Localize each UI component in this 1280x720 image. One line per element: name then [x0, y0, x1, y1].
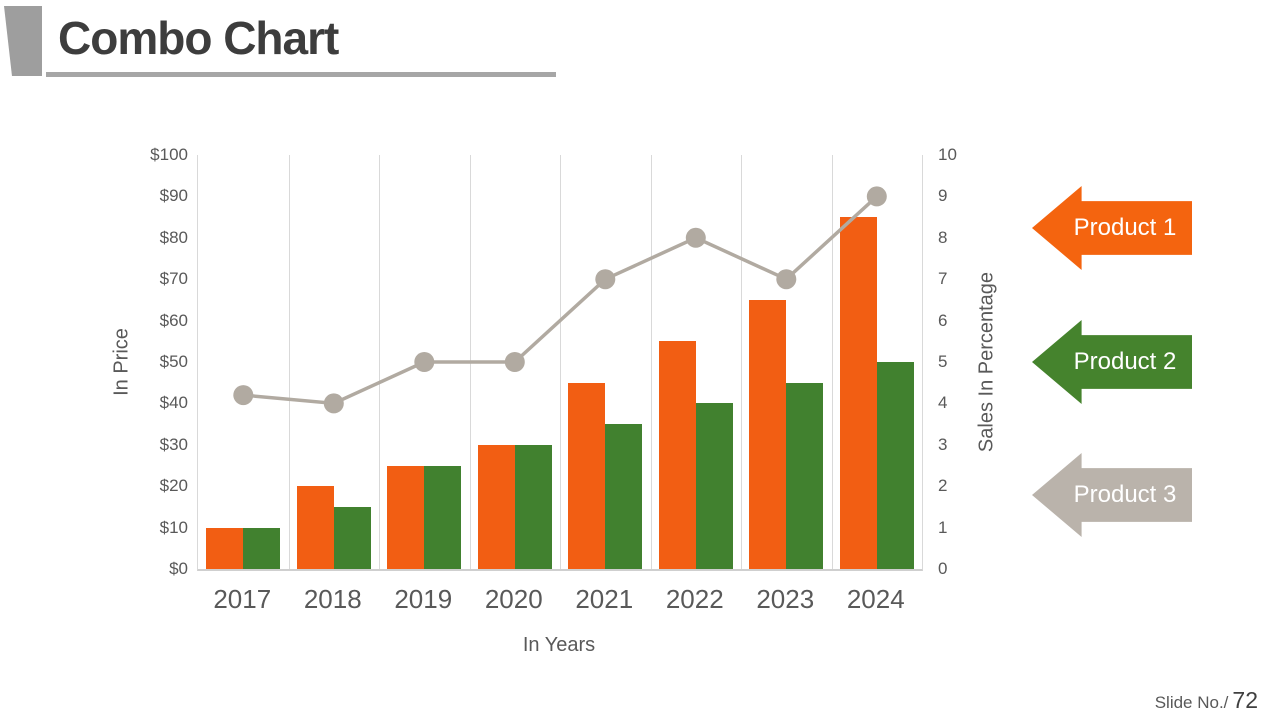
x-axis-label-2017: 2017 — [213, 584, 272, 614]
legend-label: Product 3 — [1073, 481, 1177, 508]
bar-product-1-2023 — [749, 299, 787, 569]
bar-product-2-2022 — [695, 403, 733, 569]
left-axis-title: In Price — [110, 328, 133, 396]
legend-arrow-product-3: Product 3 — [1032, 453, 1192, 537]
bar-product-2-2023 — [786, 382, 824, 569]
bar-product-2-2021 — [605, 424, 643, 569]
left-axis-tick-label: $30 — [159, 434, 188, 454]
left-axis-tick-label: $60 — [159, 310, 188, 330]
left-axis-ticks: $100 $90 $80 $70 $60 $50 $40 $30 $20 $10 $0 — [120, 146, 188, 578]
bar-product-2-2024 — [876, 362, 914, 569]
slide-footer: Slide No./72 — [1155, 687, 1258, 714]
legend-label: Product 1 — [1073, 214, 1177, 241]
line-marker-2017 — [233, 385, 254, 406]
right-axis-tick-label: 9 — [938, 186, 948, 206]
vertical-gridline — [650, 155, 652, 569]
bar-product-2-2018 — [333, 506, 371, 569]
title-underline — [46, 72, 556, 77]
legend-label: Product 2 — [1073, 348, 1177, 375]
right-axis-tick-label: 0 — [938, 559, 948, 578]
bar-product-1-2021 — [568, 382, 606, 569]
left-axis-tick-label: $90 — [159, 186, 188, 206]
line-marker-2018 — [323, 393, 344, 414]
vertical-gridline — [288, 155, 290, 569]
right-axis-tick-label: 3 — [938, 434, 948, 454]
right-axis-tick-label: 1 — [938, 517, 948, 537]
x-axis-title: In Years — [522, 634, 596, 656]
line-series — [233, 186, 887, 414]
left-axis-tick-label: $70 — [159, 269, 188, 289]
page-title: Combo Chart — [58, 12, 339, 64]
bar-product-1-2024 — [839, 217, 877, 569]
vertical-gridline — [831, 155, 833, 569]
line-marker-2024 — [866, 186, 887, 207]
bar-product-1-2022 — [658, 341, 696, 569]
bar-product-1-2017 — [206, 527, 244, 569]
left-axis-tick-label: $50 — [159, 352, 188, 371]
title-accent-shape — [4, 6, 42, 76]
left-axis-tick-label: $10 — [159, 517, 188, 537]
x-axis-label-2022: 2022 — [665, 584, 724, 614]
left-axis-tick-label: $40 — [159, 393, 188, 413]
x-axis-labels: 2017 2018 2019 2020 2021 2022 2023 2024 — [197, 584, 921, 616]
bar-product-1-2020 — [477, 444, 515, 569]
slide-number-value: 72 — [1232, 687, 1258, 713]
right-axis-tick-label: 4 — [938, 393, 948, 413]
legend-arrow-product-2: Product 2 — [1032, 320, 1192, 404]
bar-product-1-2019 — [387, 465, 425, 569]
vertical-gridline — [560, 155, 561, 569]
line-marker-2022 — [685, 227, 706, 248]
line-marker-2021 — [595, 269, 616, 290]
vertical-gridline — [379, 155, 380, 569]
right-axis-tick-label: 8 — [938, 227, 948, 247]
x-axis-label-2018: 2018 — [303, 584, 362, 614]
right-axis-tick-label: 2 — [938, 476, 948, 496]
x-axis-label-2020: 2020 — [484, 584, 543, 614]
bar-product-2-2019 — [424, 465, 462, 569]
x-axis-label-2023: 2023 — [756, 584, 815, 614]
chart-plot-area — [197, 155, 923, 571]
x-axis-label-2019: 2019 — [394, 584, 453, 614]
x-axis-label-2024: 2024 — [846, 584, 905, 614]
line-product-3-path — [243, 195, 878, 406]
x-axis-label-2021: 2021 — [575, 584, 634, 614]
line-marker-2023 — [776, 269, 797, 290]
left-axis-tick-label: $80 — [159, 227, 188, 247]
right-axis-title: Sales In Percentage — [975, 271, 998, 453]
right-axis-tick-label: 7 — [938, 269, 948, 289]
line-marker-2019 — [414, 352, 435, 372]
bar-product-2-2017 — [243, 527, 281, 569]
bar-product-2-2020 — [514, 444, 552, 569]
right-axis-tick-label: 6 — [938, 310, 948, 330]
right-axis-tick-label: 10 — [938, 145, 957, 164]
right-axis-tick-label: 5 — [938, 352, 948, 371]
bar-product-1-2018 — [296, 486, 334, 569]
left-axis-tick-label: $0 — [169, 559, 188, 578]
vertical-gridline — [741, 155, 742, 569]
left-axis-tick-label: $20 — [159, 476, 188, 496]
slide-number-label: Slide No./ — [1154, 693, 1229, 712]
right-axis-ticks: 10 9 8 7 6 5 4 3 2 1 0 — [938, 146, 998, 578]
left-axis-tick-label: $100 — [150, 145, 188, 164]
legend-arrow-product-1: Product 1 — [1032, 186, 1192, 270]
line-marker-2020 — [504, 352, 525, 372]
